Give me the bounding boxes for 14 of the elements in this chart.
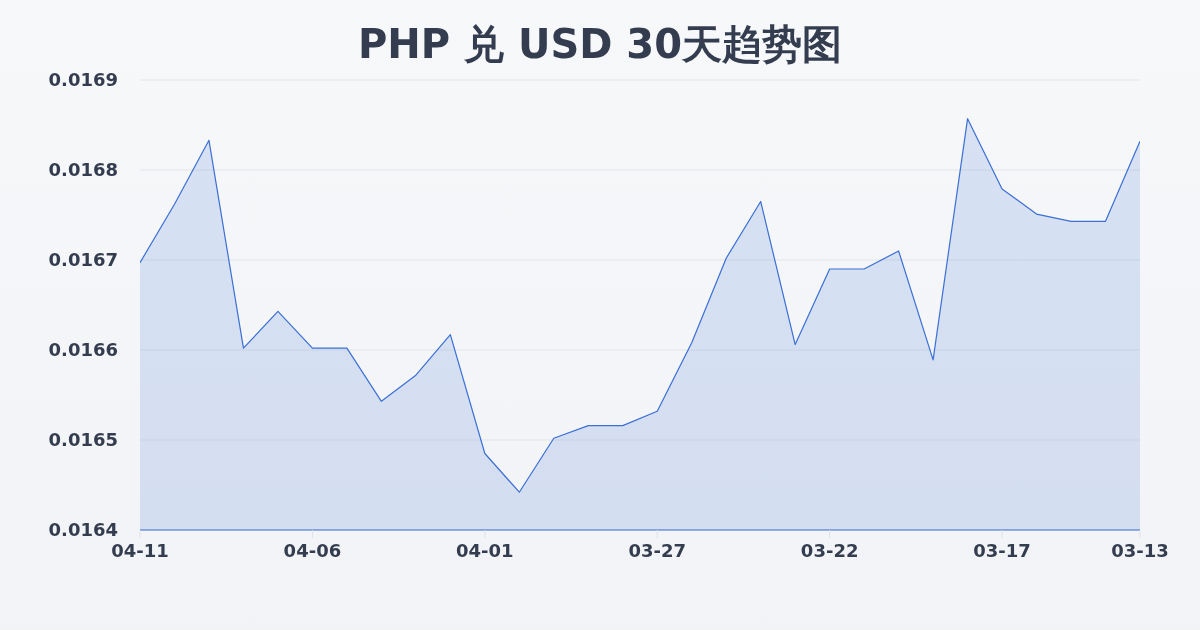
y-tick-label: 0.0165 (48, 429, 118, 451)
x-tick-label: 03-27 (628, 539, 687, 561)
x-tick-label: 04-06 (283, 539, 342, 561)
x-tick-label: 04-01 (456, 539, 514, 561)
y-tick-label: 0.0164 (48, 519, 118, 541)
x-tick-label: 04-11 (111, 539, 169, 561)
x-tick-label: 03-17 (973, 539, 1031, 561)
y-tick-label: 0.0168 (48, 159, 118, 181)
y-tick-label: 0.0167 (48, 249, 118, 271)
x-tick-label: 03-22 (800, 539, 859, 561)
chart-title: PHP 兑 USD 30天趋势图 (357, 21, 843, 67)
y-tick-label: 0.0166 (48, 339, 118, 361)
y-tick-label: 0.0169 (48, 69, 118, 91)
x-tick-label: 03-13 (1111, 539, 1169, 561)
